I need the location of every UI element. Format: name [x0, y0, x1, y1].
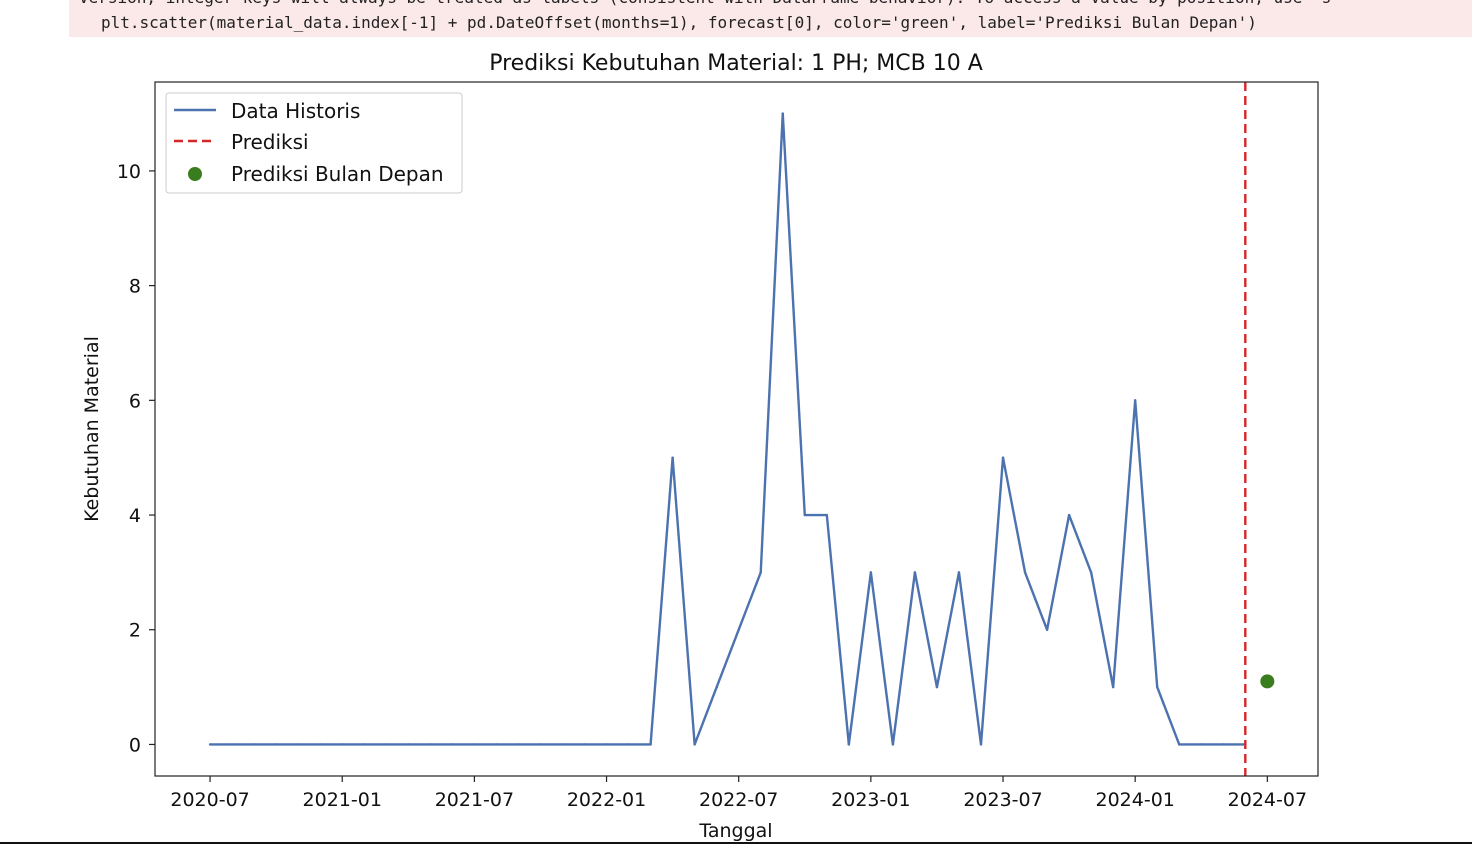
series-point: [252, 743, 256, 746]
series-point: [1023, 571, 1027, 574]
x-axis-label: Tanggal: [698, 820, 772, 842]
series-point: [605, 743, 608, 746]
y-tick-label: 4: [129, 505, 141, 527]
series-point: [429, 743, 432, 746]
series-point: [869, 571, 873, 574]
series-point: [385, 743, 388, 746]
series-point: [1001, 456, 1005, 459]
series-point: [671, 456, 674, 459]
x-tick-label: 2020-07: [170, 789, 249, 811]
series-point: [913, 571, 917, 574]
series-point: [825, 513, 829, 517]
series-point: [1045, 628, 1049, 631]
x-tick-label: 2023-01: [831, 789, 910, 811]
x-tick-label: 2022-01: [567, 789, 646, 811]
series-point: [1133, 399, 1137, 402]
series-point: [473, 743, 476, 746]
stderr-line: version, integer keys will always be tre…: [79, 0, 1331, 8]
legend-historis-label: Data Historis: [231, 99, 360, 123]
series-point: [517, 743, 520, 746]
series-point: [715, 685, 718, 689]
series-point: [274, 743, 278, 746]
series-point: [1178, 743, 1181, 746]
plot-area: [155, 82, 1318, 776]
series-point: [891, 743, 895, 746]
x-tick-label: 2021-01: [303, 789, 382, 811]
y-tick-label: 2: [129, 620, 141, 642]
legend: Data Historis Prediksi Prediksi Bulan De…: [165, 92, 463, 194]
series-point: [495, 743, 498, 746]
x-tick-label: 2023-07: [963, 789, 1042, 811]
chart-title: Prediksi Kebutuhan Material: 1 PH; MCB 1…: [489, 51, 983, 76]
stderr-code-line: plt.scatter(material_data.index[-1] + pd…: [101, 13, 1257, 32]
plot-frame: [154, 81, 1319, 777]
series-point: [451, 743, 454, 746]
series-point: [847, 743, 851, 746]
series-point: [1089, 571, 1093, 574]
series-point: [407, 743, 410, 746]
series-point: [363, 743, 366, 746]
x-tick-label: 2024-01: [1095, 789, 1174, 811]
series-point: [957, 571, 961, 574]
series-point: [693, 743, 696, 746]
series-point: [649, 743, 652, 746]
series-point: [737, 628, 740, 631]
series-point: [979, 743, 983, 746]
y-tick-label: 6: [129, 390, 141, 412]
series-point: [539, 743, 542, 746]
series-point: [583, 743, 586, 746]
series-point: [318, 743, 322, 746]
series-point: [341, 743, 344, 746]
series-point: [1111, 685, 1115, 689]
series-point: [230, 743, 234, 746]
cell-bottom-border: [0, 842, 1472, 844]
series-point: [296, 743, 300, 746]
series-point: [781, 112, 784, 115]
series-point: [935, 685, 939, 689]
x-tick-label: 2021-07: [435, 789, 514, 811]
legend-prediksi-label: Prediksi: [231, 130, 309, 154]
series-point: [1222, 743, 1225, 746]
series-point: [1067, 513, 1071, 517]
series-point: [208, 743, 212, 746]
series-point: [759, 571, 762, 574]
y-tick-label: 8: [129, 276, 141, 298]
x-tick-label: 2024-07: [1228, 789, 1307, 811]
y-axis-label: Kebutuhan Material: [81, 336, 103, 522]
legend-box: [165, 92, 463, 194]
series-point: [627, 743, 630, 746]
series-point: [1156, 685, 1159, 689]
series-point: [561, 743, 564, 746]
series-line-data-historis: [210, 112, 1246, 746]
forecast-point: [1260, 674, 1275, 689]
x-tick-label: 2022-07: [699, 789, 778, 811]
y-tick-label: 0: [129, 734, 141, 756]
legend-forecast-swatch: [188, 167, 202, 181]
legend-forecast-label: Prediksi Bulan Depan: [231, 162, 444, 186]
series-point: [803, 513, 806, 517]
series-point: [1200, 743, 1203, 746]
y-tick-label: 10: [117, 161, 141, 183]
stderr-warning-block: version, integer keys will always be tre…: [69, 0, 1472, 37]
